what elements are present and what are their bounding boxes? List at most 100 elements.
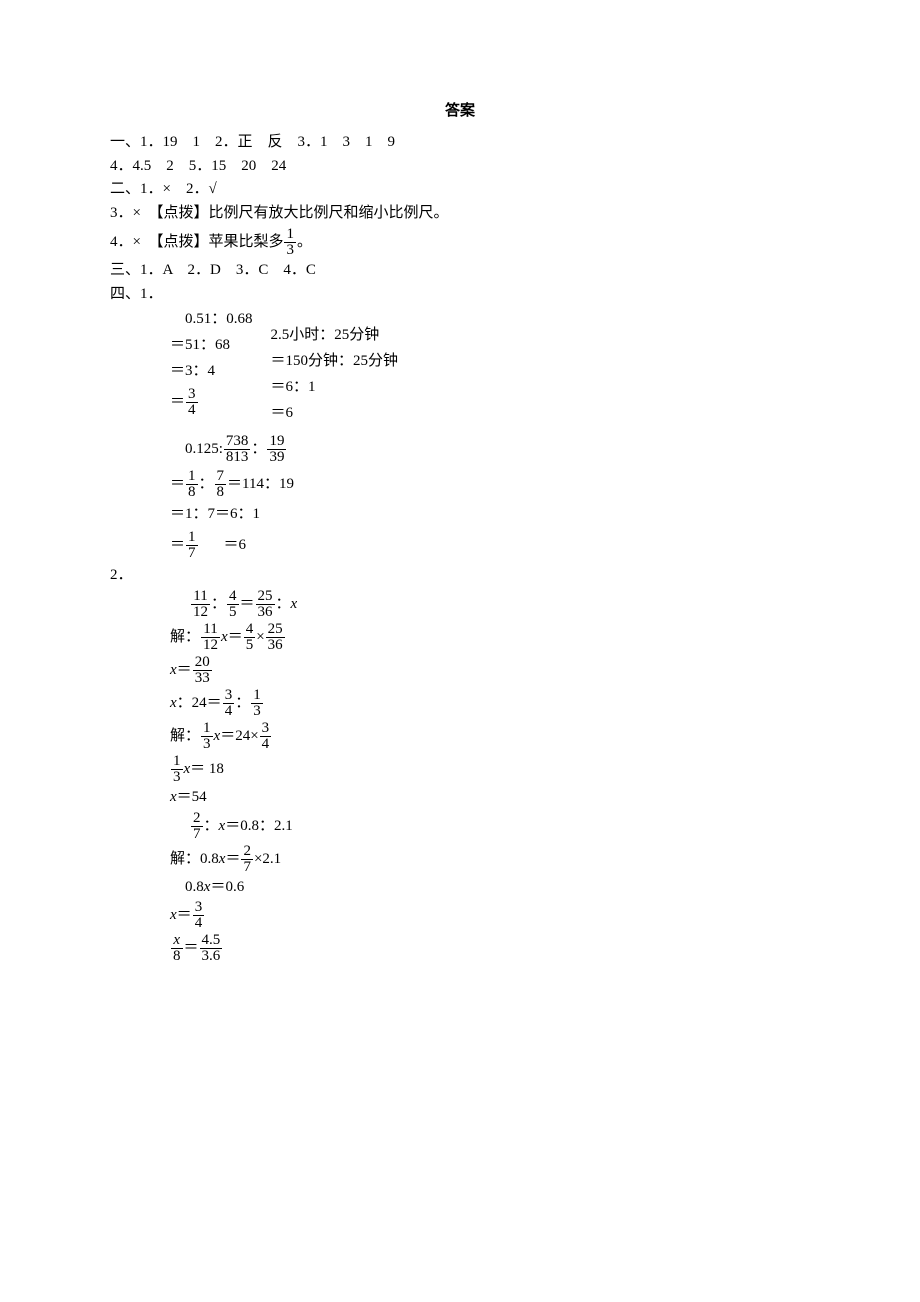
eq2-p: x：24＝34：13 (110, 688, 810, 719)
eq1-f2: 45 (227, 589, 239, 620)
num: 20 (193, 655, 212, 671)
sec-b-line4: 4．× 【点拨】苹果比梨多13。 (110, 227, 810, 258)
four-1-colC: 0.125:738813：1939 ＝18：78＝114：19 ＝1：7＝6：1… (110, 432, 792, 563)
num: 1 (186, 530, 198, 546)
den: 3.6 (200, 949, 223, 964)
cc-l2-mid: ： (199, 476, 214, 492)
eq1-s-x: x (221, 629, 228, 645)
eq2-r-val: ＝54 (177, 789, 207, 805)
eq1-s-f1: 1112 (201, 622, 220, 653)
eq3-r-x: x (170, 907, 177, 923)
eq1-mid1: ： (211, 596, 226, 612)
eq3-m-pre: 0.8 (170, 879, 204, 895)
eq2-r-x: x (170, 789, 177, 805)
den: 12 (201, 638, 220, 653)
den: 7 (241, 860, 253, 875)
eq2-s-f2: 34 (260, 721, 272, 752)
sec-b-4-prefix: 4．× 【点拨】苹果比梨多 (110, 234, 283, 250)
cc-l2-pre: ＝ (170, 476, 185, 492)
eq3-m: 0.8x＝0.6 (110, 877, 810, 899)
den: 36 (256, 605, 275, 620)
den: 39 (267, 450, 286, 465)
eq1-mid2: ＝ (240, 596, 255, 612)
den: 36 (266, 638, 285, 653)
num: 1 (284, 227, 296, 243)
ca-l4-pre: ＝ (170, 393, 185, 409)
num: 25 (256, 589, 275, 605)
eq1-s-mid: ＝ (228, 629, 243, 645)
eq3-m-mid: ＝0.6 (210, 879, 244, 895)
cc-top-left: 0.125: (170, 441, 223, 457)
ca-l2: ＝51：68 (170, 335, 253, 357)
frac-1-3: 13 (284, 227, 296, 258)
den: 8 (171, 949, 183, 964)
ca-l3: ＝3：4 (170, 361, 253, 383)
eq1-r: x＝2033 (110, 655, 810, 686)
frac-3-4: 34 (186, 387, 198, 418)
num: 4 (244, 622, 256, 638)
eq2-x: x (170, 695, 177, 711)
sec-d-label: 四、1． (110, 284, 810, 306)
cc-l2: ＝18：78＝114：19 (170, 469, 792, 500)
four-2-label: 2． (110, 565, 810, 587)
sec-b-line3: 3．× 【点拨】比例尺有放大比例尺和缩小比例尺。 (110, 203, 810, 225)
four-1-row1: 0.51：0.68 ＝51：68 ＝3：4 ＝34 2.5小时：25分钟 ＝15… (110, 307, 810, 426)
num: 3 (260, 721, 272, 737)
cc-l3-left: ＝1：7 (170, 506, 215, 522)
den: 3 (251, 704, 263, 719)
den: 5 (244, 638, 256, 653)
den: 3 (171, 770, 183, 785)
den: 5 (227, 605, 239, 620)
eq3-s-op: ×2.1 (254, 850, 281, 866)
cc-l2-f2: 78 (215, 469, 227, 500)
cc-l3: ＝1：7＝6：1 (170, 504, 792, 526)
eq2-f2: 13 (251, 688, 263, 719)
eq3-r-mid: ＝ (177, 907, 192, 923)
eq2-mid2: ： (235, 695, 250, 711)
eq1-p: 1112：45＝2536：x (110, 589, 810, 620)
eq1-s-f2: 45 (244, 622, 256, 653)
num: 11 (201, 622, 220, 638)
cc-l3-right: ＝6：1 (215, 506, 260, 522)
eq3-r: x＝34 (110, 900, 810, 931)
eq1-r-x: x (170, 662, 177, 678)
eq3-s-pre: 解：0.8 (170, 850, 219, 866)
ca-l4: ＝34 (170, 387, 253, 418)
eq2-s: 解：13x＝24×34 (110, 721, 810, 752)
eq2-r: x＝54 (110, 787, 810, 809)
eq2-s-pre: 解： (170, 728, 200, 744)
eq1-f3: 2536 (256, 589, 275, 620)
den: 12 (191, 605, 210, 620)
cc-top-sep: ： (251, 441, 266, 457)
num: 2 (241, 844, 253, 860)
sec-a-line2: 4．4.5 2 5．15 20 24 (110, 156, 810, 178)
num: 4 (227, 589, 239, 605)
num: 19 (267, 434, 286, 450)
eq2-m-mid: ＝ 18 (190, 761, 224, 777)
four-1-colB: 2.5小时：25分钟 ＝150分钟：25分钟 ＝6：1 ＝6 (271, 307, 399, 426)
eq3-mid1: ： (204, 817, 219, 833)
den: 4 (193, 916, 205, 931)
eq2-m: 13x＝ 18 (110, 754, 810, 785)
eq1-f1: 1112 (191, 589, 210, 620)
den: 4 (186, 403, 198, 418)
den: 3 (201, 737, 213, 752)
eq4-f1: x8 (171, 933, 183, 964)
den: 813 (224, 450, 251, 465)
cc-l4-right: ＝6 (209, 537, 247, 553)
sec-b-line1: 二、1．× 2．√ (110, 179, 810, 201)
num: 2 (191, 811, 203, 827)
page-title: 答案 (110, 100, 810, 122)
eq3-p: 27：x＝0.8：2.1 (110, 811, 810, 842)
eq3-s: 解：0.8x＝27×2.1 (110, 844, 810, 875)
cb-l1: 2.5小时：25分钟 (271, 325, 399, 347)
cc-top: 0.125:738813：1939 (170, 434, 792, 465)
num: 7 (215, 469, 227, 485)
cc-l4: ＝17 ＝6 (170, 530, 792, 561)
sec-c: 三、1．A 2．D 3．C 4．C (110, 260, 810, 282)
eq2-m-f1: 13 (171, 754, 183, 785)
eq2-f1: 34 (223, 688, 235, 719)
eq1-r-f: 2033 (193, 655, 212, 686)
eq3-r-f: 34 (193, 900, 205, 931)
num: 3 (223, 688, 235, 704)
